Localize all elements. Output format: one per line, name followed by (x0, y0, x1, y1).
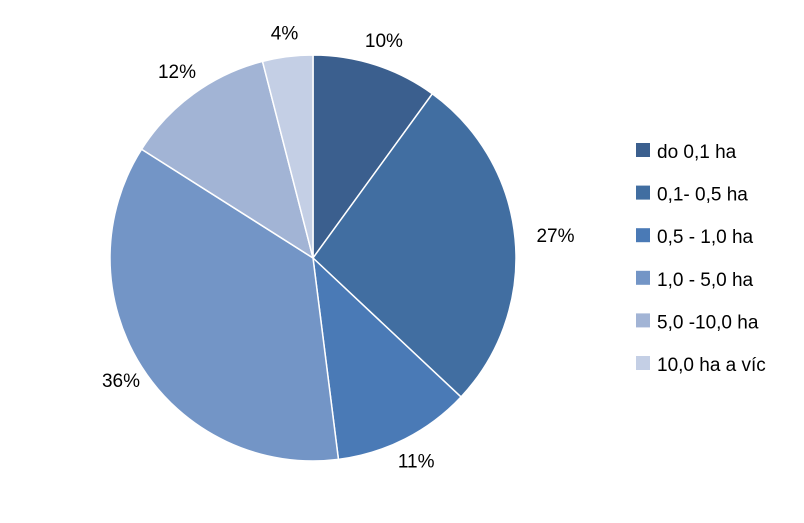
legend-label-4: 1,0 - 5,0 ha (657, 270, 754, 291)
legend: do 0,1 ha 0,1- 0,5 ha 0,5 - 1,0 ha 1,0 - 5,… (636, 142, 766, 376)
data-label-2: 27% (536, 226, 574, 247)
legend-label-6: 10,0 ha a víc (657, 355, 766, 376)
data-label-3: 11% (398, 452, 435, 473)
data-label-6: 4% (271, 23, 299, 44)
legend-label-1: do 0,1 ha (657, 142, 737, 163)
data-labels: 10% 27% 11% 36% 12% 4% (102, 23, 575, 472)
legend-swatch-4 (636, 270, 650, 285)
legend-swatch-1 (636, 143, 650, 157)
pie-slice-3 (311, 256, 463, 461)
pie-slices (109, 54, 517, 462)
legend-swatch-3 (636, 228, 650, 243)
data-label-1: 10% (365, 31, 403, 52)
legend-label-3: 0,5 - 1,0 ha (657, 227, 754, 248)
data-label-5: 12% (158, 62, 196, 83)
legend-swatch-2 (636, 185, 650, 200)
legend-label-5: 5,0 -10,0 ha (657, 312, 759, 333)
pie-slice-4 (109, 148, 340, 462)
data-label-4: 36% (102, 371, 140, 392)
legend-label-2: 0,1- 0,5 ha (657, 185, 748, 206)
legend-swatch-6 (636, 356, 650, 370)
pie-slice-6 (261, 54, 314, 259)
pie-slice-1 (312, 54, 434, 261)
legend-swatch-5 (636, 313, 650, 328)
pie-slice-5 (140, 60, 315, 260)
pie-slice-2 (312, 92, 517, 399)
